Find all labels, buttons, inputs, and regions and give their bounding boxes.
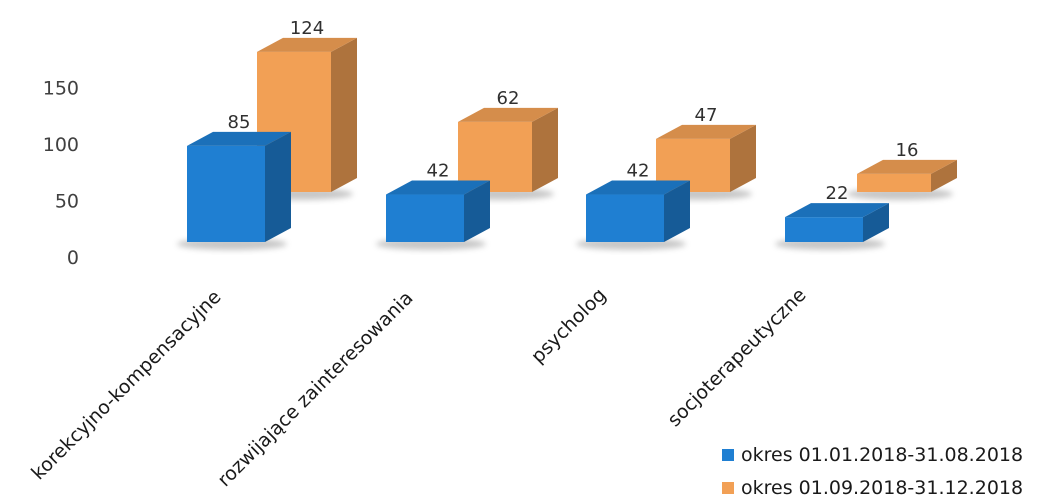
category-label: rozwijające zainteresowania bbox=[213, 287, 417, 491]
bar-series-2 bbox=[257, 37, 357, 193]
bar-side-face bbox=[464, 180, 490, 242]
bar-side-face bbox=[931, 159, 957, 192]
y-tick-label: 0 bbox=[67, 247, 79, 269]
category-label: psycholog bbox=[527, 284, 611, 368]
bar-side-face bbox=[664, 180, 690, 242]
category-label: korekcyjno-kompensacyjne bbox=[27, 286, 225, 484]
category-label: socjoterapeutyczne bbox=[663, 284, 810, 431]
data-label: 16 bbox=[896, 140, 919, 161]
bar-top-face bbox=[257, 37, 357, 52]
y-tick-label: 50 bbox=[55, 190, 79, 212]
bar-series-1 bbox=[785, 203, 889, 242]
bar-series-1 bbox=[386, 180, 490, 242]
legend-label-series-1: okres 01.01.2018-31.08.2018 bbox=[741, 443, 1024, 466]
legend-swatch-series-2 bbox=[722, 481, 734, 494]
bar-series-1 bbox=[187, 131, 291, 242]
bar-side-face bbox=[532, 107, 558, 192]
bar-series-2 bbox=[857, 159, 957, 192]
bar-front-face bbox=[458, 121, 532, 192]
bar-top-face bbox=[458, 107, 558, 122]
bar-side-face bbox=[331, 37, 357, 193]
y-tick-label: 150 bbox=[43, 77, 79, 99]
data-label: 22 bbox=[826, 183, 849, 204]
legend-label-series-2: okres 01.09.2018-31.12.2018 bbox=[741, 476, 1024, 499]
data-label: 124 bbox=[290, 18, 324, 39]
bar-top-face bbox=[586, 180, 690, 195]
data-label: 62 bbox=[497, 88, 520, 109]
legend-swatch-series-1 bbox=[722, 448, 734, 461]
bar-top-face bbox=[857, 159, 957, 174]
bar-top-face bbox=[656, 124, 756, 139]
bar-side-face bbox=[265, 131, 291, 242]
bar-front-face bbox=[386, 194, 464, 242]
bar-top-face bbox=[386, 180, 490, 195]
bar-front-face bbox=[187, 145, 265, 242]
bar-top-face bbox=[187, 131, 291, 146]
data-label: 47 bbox=[695, 105, 718, 126]
bar-side-face bbox=[863, 203, 889, 242]
bar-front-face bbox=[785, 217, 863, 242]
legend: okres 01.01.2018-31.08.2018 okres 01.09.… bbox=[722, 438, 1023, 504]
data-label: 42 bbox=[427, 161, 450, 182]
bar-top-face bbox=[785, 203, 889, 218]
bar-side-face bbox=[730, 124, 756, 192]
bar-front-face bbox=[586, 194, 664, 242]
y-axis: 0 50 100 150 bbox=[43, 77, 79, 269]
legend-item-series-1: okres 01.01.2018-31.08.2018 bbox=[722, 438, 1023, 471]
bar-front-face bbox=[857, 173, 931, 192]
data-labels: 124 62 47 16 85 42 42 22 bbox=[228, 18, 919, 204]
legend-item-series-2: okres 01.09.2018-31.12.2018 bbox=[722, 471, 1023, 504]
bar-series-2 bbox=[458, 107, 558, 192]
data-label: 42 bbox=[627, 161, 650, 182]
data-label: 85 bbox=[228, 112, 251, 133]
bars bbox=[187, 37, 957, 242]
bar-series-1 bbox=[586, 180, 690, 242]
y-tick-label: 100 bbox=[43, 134, 79, 156]
